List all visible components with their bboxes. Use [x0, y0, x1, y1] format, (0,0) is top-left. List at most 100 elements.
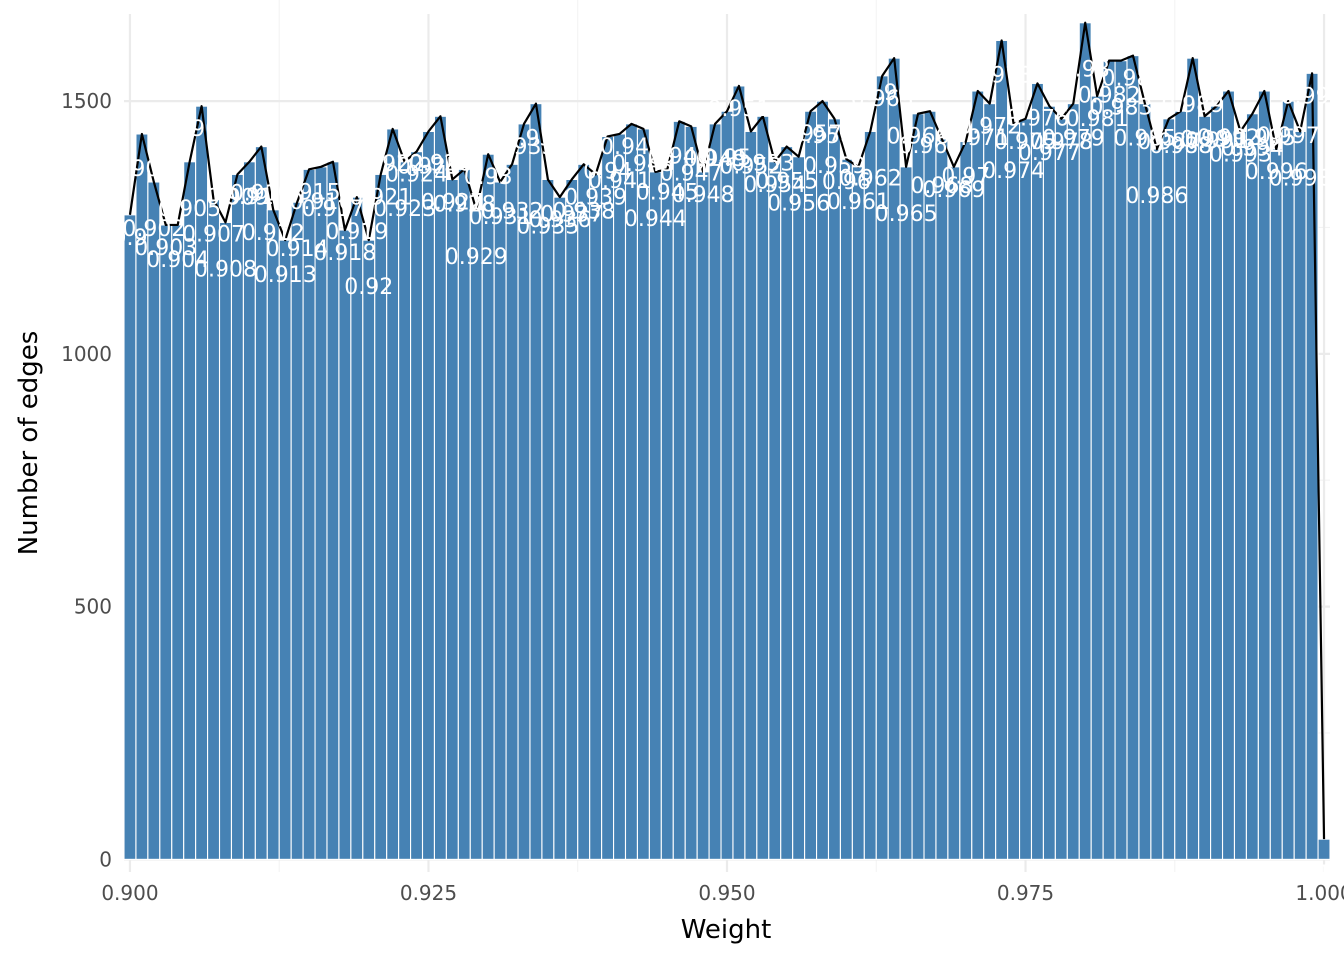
- histogram-bar: [493, 181, 507, 860]
- histogram-bar: [601, 135, 615, 860]
- bar-value-label: 0.95: [703, 146, 752, 171]
- bar-value-label: 0.909: [206, 185, 269, 210]
- y-axis-title: Number of edges: [14, 331, 44, 556]
- bar-value-label: 0.94: [583, 159, 632, 184]
- histogram-bar: [648, 171, 662, 860]
- bar-value-label: 0.9: [112, 226, 147, 251]
- bar-value-label: 0.92: [344, 275, 393, 300]
- bar-value-label: 0.992: [1197, 126, 1260, 151]
- histogram-bar: [708, 123, 722, 860]
- bar-value-label: 0.937: [540, 202, 603, 227]
- bar-value-label: 0.968: [910, 174, 973, 199]
- histogram-bar: [1150, 148, 1164, 860]
- bar-value-label: 0.936: [528, 208, 591, 233]
- histogram-bar: [565, 178, 579, 860]
- bar-value-label: 0.921: [349, 185, 412, 210]
- bar-value-label: 0.938: [552, 199, 615, 224]
- bar-value-label: 0.948: [672, 183, 735, 208]
- histogram-bar: [1102, 60, 1116, 860]
- bar-value-label: 0.915: [278, 180, 341, 205]
- bar-value-label: 0.969: [922, 178, 985, 203]
- histogram-bar: [326, 161, 340, 860]
- bar-value-label: 0.927: [421, 190, 484, 215]
- histogram-bar: [1245, 113, 1259, 860]
- bar-value-label: 0.91: [225, 185, 274, 210]
- bar-value-label: 0.956: [767, 192, 830, 217]
- bar-value-label: 1: [1317, 862, 1331, 887]
- histogram-bar: [553, 196, 567, 860]
- histogram-bar: [684, 125, 698, 860]
- bar-value-label: 0.985: [1113, 127, 1176, 152]
- bar-value-label: 0.943: [612, 152, 675, 177]
- bar-value-label: 0.993: [1209, 142, 1272, 167]
- bar-value-label: 0.962: [839, 166, 902, 191]
- bar-value-label: 0.97: [941, 165, 990, 190]
- bar-value-label: 0.951: [707, 97, 770, 122]
- bar-value-label: 0.939: [564, 185, 627, 210]
- histogram-bar: [589, 173, 603, 860]
- x-axis-ticks: 0.900 0.925 0.950 0.975 1.000: [101, 881, 1344, 905]
- bar-value-label: 0.954: [743, 173, 806, 198]
- histogram-bar: [1221, 90, 1236, 860]
- bar-value-label: 0.918: [313, 241, 376, 266]
- bar-value-label: 0.994: [1221, 137, 1284, 162]
- histogram-bar: [744, 130, 758, 860]
- histogram-bar: [863, 130, 877, 860]
- histogram-bar: [1066, 103, 1080, 860]
- histogram-bar: [362, 239, 376, 860]
- bar-value-label: 0.913: [254, 263, 317, 288]
- bar-value-label: 0.988: [1149, 134, 1212, 159]
- histogram-bar: [278, 239, 292, 860]
- bar-value-label: 0.922: [361, 152, 424, 177]
- bar-value-label: 0.925: [397, 154, 460, 179]
- histogram-bar: [804, 110, 818, 860]
- histogram-bar: [1233, 130, 1247, 860]
- bar-value-label: 0.998: [1269, 166, 1332, 191]
- bar-value-label: 0.976: [1006, 106, 1069, 131]
- histogram-bar: [1269, 148, 1283, 860]
- histogram-bar: [696, 171, 710, 860]
- bar-value-label: 0.98: [1061, 58, 1110, 83]
- histogram-bar: [1174, 110, 1188, 860]
- histogram-bar: [1162, 118, 1176, 860]
- histogram-bar: [983, 103, 997, 860]
- bar-value-label: 0.977: [1018, 141, 1081, 166]
- bar-value-label: 0.979: [1042, 127, 1105, 152]
- bar-value-label: 0.941: [588, 169, 651, 194]
- histogram-bar: [1138, 103, 1152, 860]
- bar-value-label: 0.931: [469, 205, 532, 230]
- bar-value-label: 0.96: [822, 170, 871, 195]
- bar-value-label: 0.934: [504, 127, 567, 152]
- x-tick-label: 0.950: [698, 881, 755, 905]
- histogram-bar: [971, 90, 985, 860]
- x-tick-label: 0.925: [400, 881, 457, 905]
- bar-value-label: 0.981: [1066, 107, 1129, 132]
- bar-value-label: 0.955: [755, 170, 818, 195]
- bar-value-label: 0.966: [887, 125, 950, 150]
- histogram-bar: [171, 224, 185, 860]
- histogram-bar: [959, 140, 973, 860]
- bar-value-label: 0.999: [1281, 84, 1344, 109]
- histogram-bar: [290, 201, 304, 860]
- histogram-bar: [720, 110, 734, 860]
- bar-value-label: 0.947: [660, 161, 723, 186]
- bar-value-label: 0.946: [648, 144, 711, 169]
- x-axis-title: Weight: [681, 915, 772, 945]
- bar-value-label: 0.973: [970, 63, 1033, 88]
- bar-value-label: 0.901: [110, 157, 173, 182]
- histogram-bar: [433, 115, 447, 860]
- histogram-bar: [636, 128, 650, 860]
- bar-value-label: 0.983: [1090, 96, 1153, 121]
- bar-value-label: 0.902: [122, 217, 185, 242]
- histogram-bar: [1293, 130, 1307, 860]
- histogram-bar: [1257, 90, 1271, 860]
- bar-value-label: 0.995: [1233, 126, 1296, 151]
- bar-value-label: 0.949: [684, 147, 747, 172]
- histogram-bar: [827, 118, 841, 860]
- bar-value-label: 0.926: [409, 151, 472, 176]
- bar-value-label: 0.911: [230, 182, 293, 207]
- bar-value-label: 0.912: [242, 221, 305, 246]
- bar-value-label: 0.989: [1161, 93, 1224, 118]
- bar-value-label: 0.952: [719, 154, 782, 179]
- bar-value-label: 0.958: [791, 124, 854, 149]
